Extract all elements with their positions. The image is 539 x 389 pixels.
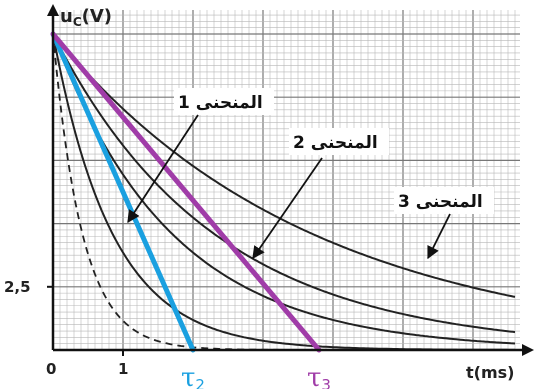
x-tick-0: 0: [46, 360, 56, 378]
chart-grid: [52, 10, 520, 351]
x-tick-1: 1: [118, 360, 128, 378]
x-axis-label: t(ms): [466, 363, 514, 382]
y-axis-arrow: [47, 4, 59, 16]
tangents-layer: τ2 τ3: [50, 31, 331, 389]
curve-label-bg: [174, 88, 274, 115]
curve-label-2: المنحنى 2: [293, 133, 378, 153]
y-tick-2-5: 2,5: [4, 278, 31, 296]
tau-label-3: τ3: [307, 363, 331, 389]
x-axis-arrow: [522, 344, 534, 356]
curve-labels: المنحنى 1 المنحنى 2 المنحنى 3: [127, 88, 494, 260]
tangent-line-2: [50, 31, 196, 353]
curve-label-3: المنحنى 3: [398, 192, 483, 212]
curve-label-arrow-2: [252, 157, 323, 260]
tangent-line-3: [50, 31, 322, 353]
curve-label-bg: [289, 128, 389, 155]
curve-label-1: المنحنى 1: [178, 93, 263, 113]
y-axis-label: uC(V): [60, 6, 112, 29]
tick-labels: 0 12,5: [4, 278, 128, 378]
curve-label-bg: [394, 187, 494, 214]
series-curve-4: [52, 33, 516, 334]
tau-label-2: τ2: [181, 363, 205, 389]
curve-label-arrow-1: [127, 114, 199, 224]
curve-label-arrow-3: [427, 213, 451, 260]
series-curve-3: [52, 33, 516, 298]
